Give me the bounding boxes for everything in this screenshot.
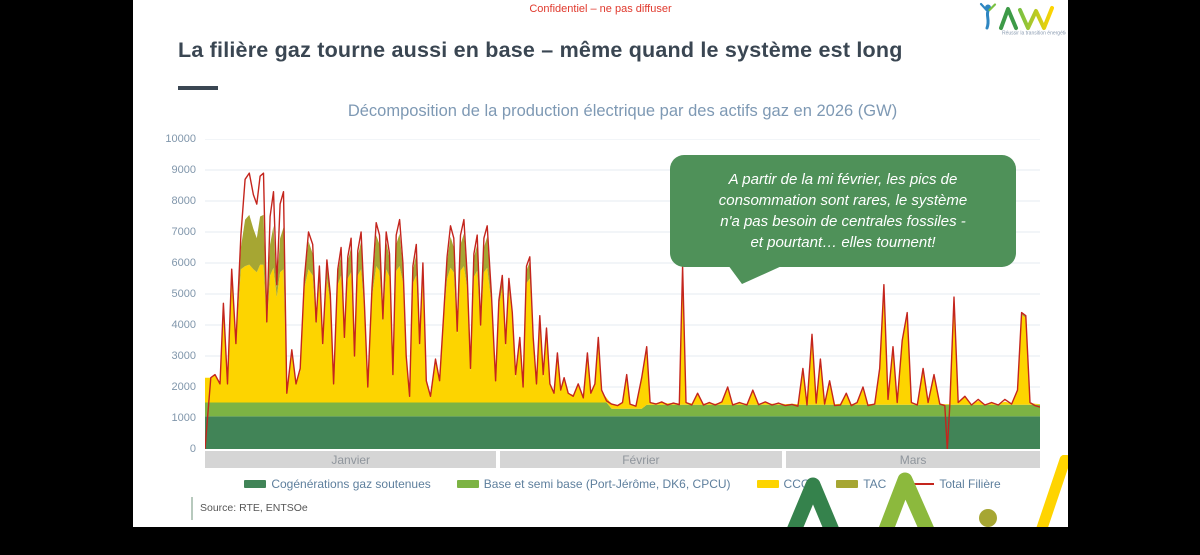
y-tick-label: 8000: [171, 195, 196, 207]
month-band-janvier: Janvier: [205, 451, 497, 468]
legend-label: Total Filière: [939, 477, 1001, 491]
legend-swatch-total: [912, 482, 935, 486]
annotation-bubble-tail: [728, 265, 784, 284]
area-series-ccg: [205, 264, 1040, 409]
deco-olive-dot: [979, 509, 997, 527]
deco-yellow-stroke: [1036, 455, 1068, 527]
source-note: Source: RTE, ENTSOe: [191, 497, 308, 520]
y-tick-label: 9000: [171, 164, 196, 176]
annotation-text: A partir de la mi février, les pics de c…: [718, 171, 968, 251]
y-tick-label: 4000: [171, 319, 196, 331]
month-band-label: Février: [622, 452, 660, 467]
stacked-area-chart: [205, 139, 1040, 449]
legend-swatch-tac: [836, 480, 859, 488]
y-tick-label: 1000: [171, 412, 196, 424]
decorative-logo-shapes: [787, 455, 1068, 527]
annotation-bubble: A partir de la mi février, les pics de c…: [670, 155, 1016, 267]
legend-item-total: Total Filière: [912, 477, 1001, 491]
y-tick-label: 3000: [171, 350, 196, 362]
y-tick-label: 10000: [165, 133, 196, 145]
y-tick-label: 2000: [171, 381, 196, 393]
company-logo: Réussir la transition énergétique: [979, 2, 1066, 37]
logo-person-icon: [979, 2, 997, 30]
slide-title: La filière gaz tourne aussi en base – mê…: [178, 38, 903, 62]
legend-item-base: Base et semi base (Port-Jérôme, DK6, CPC…: [456, 477, 731, 491]
y-tick-label: 5000: [171, 288, 196, 300]
logo-letters: [999, 6, 1054, 30]
total-line-series: [205, 172, 1040, 449]
area-series-cogen: [205, 416, 1040, 449]
legend-label: Base et semi base (Port-Jérôme, DK6, CPC…: [483, 477, 731, 491]
legend-label: CCG: [783, 477, 811, 491]
legend-item-cogen: Cogénérations gaz soutenues: [244, 477, 431, 491]
legend-swatch-cogen: [244, 480, 267, 488]
x-axis-month-bands: Janvier Février Mars: [205, 451, 1040, 468]
confidential-notice: Confidentiel – ne pas diffuser: [529, 3, 672, 15]
month-band-label: Mars: [899, 452, 927, 467]
legend-swatch-ccg: [756, 480, 779, 488]
logo-tagline: Réussir la transition énergétique: [1002, 31, 1066, 37]
legend-swatch-base: [456, 480, 479, 488]
month-band-label: Janvier: [331, 452, 371, 467]
legend-item-tac: TAC: [836, 477, 886, 491]
y-axis: 0 1000 2000 3000 4000 5000 6000 7000 8000 9000 100…: [133, 133, 200, 455]
month-band-février: Février: [499, 451, 782, 468]
y-tick-label: 0: [189, 443, 196, 455]
presentation-slide: Confidentiel – ne pas diffuser Réussir l…: [133, 0, 1068, 527]
y-tick-label: 7000: [171, 226, 196, 238]
chart-legend: Cogénérations gaz soutenues Base et semi …: [205, 477, 1040, 491]
legend-label: TAC: [863, 477, 887, 491]
month-band-mars: Mars: [786, 451, 1040, 468]
chart-title: Décomposition de la production électriqu…: [347, 102, 898, 120]
deco-lightgreen-caret: [878, 472, 934, 527]
legend-item-ccg: CCG: [756, 477, 811, 491]
title-underline: [178, 86, 218, 90]
y-tick-label: 6000: [171, 257, 196, 269]
area-series-base: [205, 402, 1040, 417]
legend-label: Cogénérations gaz soutenues: [271, 477, 431, 491]
deco-green-caret: [787, 477, 839, 527]
